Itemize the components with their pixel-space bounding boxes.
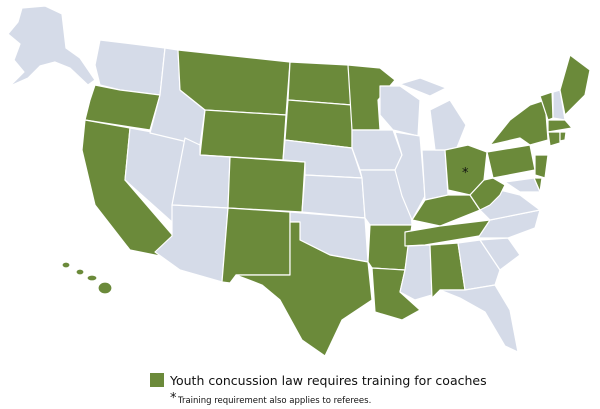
kansas [301, 174, 366, 219]
colorado [227, 156, 306, 213]
west-virginia [469, 177, 506, 211]
michigan [429, 99, 467, 151]
footnote-marker: * [170, 391, 177, 406]
wyoming [199, 109, 287, 161]
maine [559, 54, 591, 116]
michigan-upper [399, 77, 447, 97]
florida [439, 284, 519, 353]
rhode-island [559, 131, 567, 142]
illinois [394, 131, 426, 221]
new-york [489, 99, 549, 146]
north-dakota [287, 61, 353, 106]
oregon [84, 84, 161, 131]
indiana [421, 149, 449, 201]
new-jersey [534, 154, 549, 179]
footnote-text: Training requirement also applies to ref… [177, 396, 371, 406]
south-carolina [479, 237, 521, 271]
iowa [351, 129, 403, 171]
texas [235, 221, 373, 357]
new-mexico [221, 207, 291, 284]
connecticut [547, 131, 561, 147]
hawaii-island [86, 274, 98, 282]
legend-label: Youth concussion law requires training f… [169, 373, 487, 388]
wisconsin [379, 85, 421, 137]
north-carolina [477, 209, 541, 239]
massachusetts [547, 119, 573, 133]
hawaii-island [75, 268, 85, 276]
alaska [7, 5, 96, 87]
states [7, 5, 591, 357]
hawaii-island [97, 281, 113, 295]
georgia [457, 239, 501, 291]
legend-swatch [150, 373, 164, 387]
pennsylvania [486, 144, 536, 179]
maryland [504, 177, 541, 193]
referee-marker: * [462, 166, 469, 181]
hawaii-island [61, 261, 71, 269]
